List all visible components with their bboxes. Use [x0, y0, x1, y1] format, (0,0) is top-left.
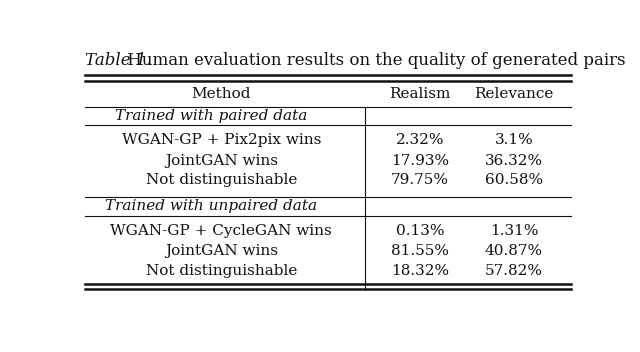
Text: Method: Method — [191, 87, 251, 101]
Text: 57.82%: 57.82% — [485, 264, 543, 278]
Text: 0.13%: 0.13% — [396, 224, 444, 238]
Text: 3.1%: 3.1% — [495, 133, 533, 147]
Text: Trained with paired data: Trained with paired data — [115, 109, 308, 123]
Text: WGAN-GP + Pix2pix wins: WGAN-GP + Pix2pix wins — [122, 133, 321, 147]
Text: JointGAN wins: JointGAN wins — [165, 244, 278, 258]
Text: 81.55%: 81.55% — [391, 244, 449, 258]
Text: Not distinguishable: Not distinguishable — [146, 174, 297, 188]
Text: Realism: Realism — [389, 87, 451, 101]
Text: WGAN-GP + CycleGAN wins: WGAN-GP + CycleGAN wins — [111, 224, 332, 238]
Text: 40.87%: 40.87% — [485, 244, 543, 258]
Text: Not distinguishable: Not distinguishable — [146, 264, 297, 278]
Text: Relevance: Relevance — [474, 87, 554, 101]
Text: Human evaluation results on the quality of generated pairs: Human evaluation results on the quality … — [122, 52, 626, 69]
Text: JointGAN wins: JointGAN wins — [165, 154, 278, 168]
Text: 2.32%: 2.32% — [396, 133, 444, 147]
Text: 17.93%: 17.93% — [390, 154, 449, 168]
Text: Trained with unpaired data: Trained with unpaired data — [106, 199, 317, 213]
Text: 18.32%: 18.32% — [390, 264, 449, 278]
Text: Table 1.: Table 1. — [85, 52, 152, 69]
Text: 60.58%: 60.58% — [485, 174, 543, 188]
Text: 1.31%: 1.31% — [490, 224, 538, 238]
Text: 36.32%: 36.32% — [485, 154, 543, 168]
Text: 79.75%: 79.75% — [391, 174, 449, 188]
